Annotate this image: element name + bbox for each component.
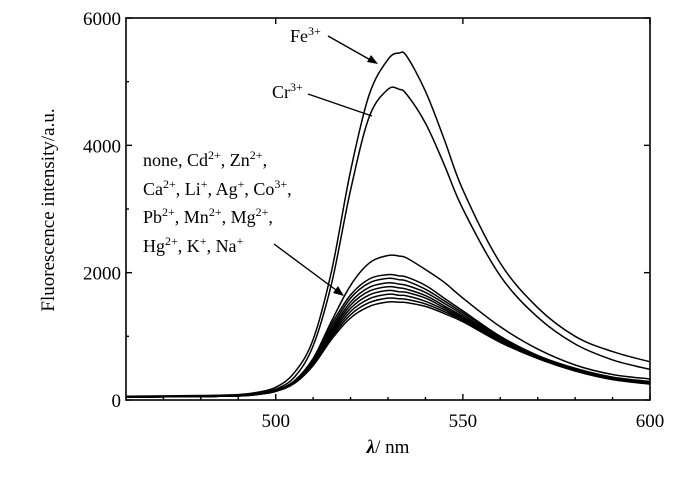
annotation-ions-pointer: [273, 243, 341, 294]
ion-charge: +: [238, 177, 245, 191]
series-8-line: [125, 293, 651, 398]
y-tick-label: 0: [112, 391, 122, 412]
ion-charge: 2+: [208, 148, 221, 162]
series-9-line: [125, 297, 651, 398]
spectra-curves: [125, 51, 651, 398]
ion-charge: 2+: [162, 205, 175, 219]
annotation-cr-pointer: [307, 93, 373, 117]
ion-text: , Ag: [208, 179, 238, 199]
ion-charge: +: [201, 177, 208, 191]
ion-text: , Co: [244, 179, 274, 199]
x-axis-unit: / nm: [375, 437, 410, 458]
x-tick-label: 500: [261, 411, 290, 432]
annotation-fe-arrowhead: [367, 55, 378, 64]
ion-text: , Li: [176, 179, 201, 199]
series-7-line: [125, 289, 651, 398]
series-fe3-line: [125, 51, 651, 397]
ions-line-2: Ca2+, Li+, Ag+, Co3+,: [143, 177, 292, 199]
series-2-line: [125, 254, 651, 398]
ion-charge: +: [237, 234, 244, 248]
ion-charge: 2+: [250, 148, 263, 162]
ion-charge: 2+: [256, 205, 269, 219]
ion-text: Pb: [143, 207, 162, 227]
y-tick-label: 6000: [83, 9, 121, 30]
ion-charge: 3+: [274, 177, 287, 191]
ion-charge: 2+: [165, 234, 178, 248]
ion-text: , Na: [207, 236, 237, 256]
annotation-fe-sup: 3+: [308, 24, 321, 38]
ion-text: , Mn: [175, 207, 209, 227]
annotation-other-ions: none, Cd2+, Zn2+,Ca2+, Li+, Ag+, Co3+,Pb…: [143, 148, 292, 256]
annotation-fe: Fe3+: [290, 24, 321, 46]
ion-text: Ca: [143, 179, 163, 199]
annotation-cr: Cr3+: [272, 80, 303, 102]
annotation-fe-base: Fe: [290, 26, 308, 46]
ion-text: , Zn: [221, 150, 250, 170]
ions-line-3: Pb2+, Mn2+, Mg2+,: [143, 205, 273, 227]
ion-text: ,: [287, 179, 292, 199]
ion-charge: 2+: [209, 205, 222, 219]
x-tick-label: 600: [636, 411, 665, 432]
annotation-cr-sup: 3+: [290, 80, 303, 94]
ions-line-1: none, Cd2+, Zn2+,: [143, 148, 267, 170]
ion-text: , K: [178, 236, 200, 256]
y-tick-label: 2000: [83, 264, 121, 285]
annotation-ions-arrowhead: [333, 286, 344, 296]
series-10-line: [125, 300, 651, 398]
series-5-line: [125, 282, 651, 398]
x-axis-symbol: λ: [366, 437, 375, 458]
y-axis-title: Fluorescence intensity/a.u.: [38, 108, 59, 311]
ion-charge: 2+: [163, 177, 176, 191]
annotation-fe-pointer: [327, 35, 375, 63]
x-axis-title: λ/ nm: [366, 437, 410, 458]
ion-text: , Mg: [222, 207, 256, 227]
series-4-line: [125, 277, 651, 398]
ion-text: Hg: [143, 236, 165, 256]
x-tick-label: 550: [449, 411, 478, 432]
ions-line-4: Hg2+, K+, Na+: [143, 234, 244, 256]
ion-charge: +: [200, 234, 207, 248]
y-tick-label: 4000: [83, 136, 121, 157]
ion-text: none, Cd: [143, 150, 208, 170]
ion-text: ,: [263, 150, 268, 170]
annotation-cr-base: Cr: [272, 82, 290, 102]
ion-text: ,: [268, 207, 273, 227]
series-3-line: [125, 273, 651, 398]
